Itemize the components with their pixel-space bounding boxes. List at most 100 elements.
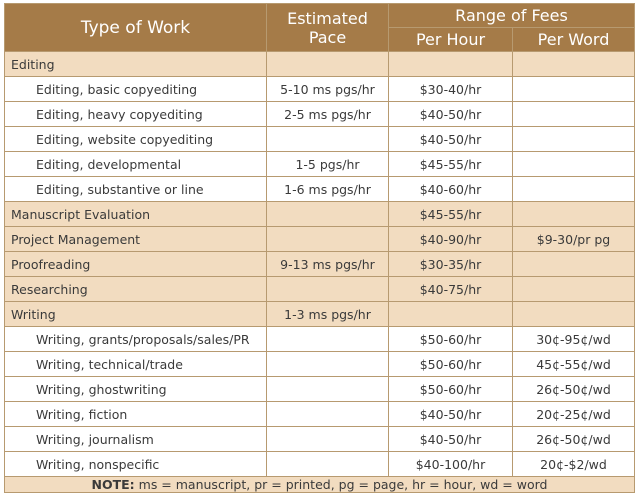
type-of-work-cell: Editing: [4, 51, 267, 77]
table-row: Writing, technical/trade $50-60/hr 45¢-55¢…: [4, 351, 635, 377]
type-of-work-cell: Researching: [4, 276, 267, 302]
per-word-cell: 26¢-50¢/wd: [512, 376, 635, 402]
per-word-cell: 26¢-50¢/wd: [512, 426, 635, 452]
per-word-cell: [512, 76, 635, 102]
type-of-work-cell: Writing, ghostwriting: [4, 376, 267, 402]
table-row: Writing, fiction $40-50/hr 20¢-25¢/wd: [4, 401, 635, 427]
type-of-work-cell: Editing, developmental: [4, 151, 267, 177]
table-footer: NOTE: ms = manuscript, pr = printed, pg …: [4, 476, 635, 493]
range-of-fees-header: Range of Fees: [388, 3, 635, 28]
per-hour-cell: $40-100/hr: [388, 451, 513, 477]
per-hour-cell: $40-50/hr: [388, 126, 513, 152]
type-of-work-cell: Editing, basic copyediting: [4, 76, 267, 102]
note-cell: NOTE: ms = manuscript, pr = printed, pg …: [4, 476, 635, 493]
table-row: Writing, ghostwriting $50-60/hr 26¢-50¢/wd: [4, 376, 635, 402]
type-of-work-cell: Writing, nonspecific: [4, 451, 267, 477]
per-word-header: Per Word: [512, 27, 635, 52]
type-of-work-cell: Writing, fiction: [4, 401, 267, 427]
estimated-pace-cell: 5-10 ms pgs/hr: [266, 76, 389, 102]
type-of-work-cell: Project Management: [4, 226, 267, 252]
per-hour-cell: $40-50/hr: [388, 401, 513, 427]
estimated-pace-cell: [266, 426, 389, 452]
per-hour-cell: $50-60/hr: [388, 351, 513, 377]
per-word-cell: [512, 176, 635, 202]
per-hour-cell: [388, 301, 513, 327]
per-hour-cell: $45-55/hr: [388, 201, 513, 227]
per-word-cell: [512, 276, 635, 302]
table-row: Editing, developmental 1-5 pgs/hr $45-55/h…: [4, 151, 635, 177]
per-word-cell: [512, 201, 635, 227]
estimated-pace-cell: [266, 351, 389, 377]
category-row: Editing: [4, 51, 635, 77]
estimated-pace-cell: [266, 451, 389, 477]
per-word-cell: [512, 101, 635, 127]
estimated-pace-header: Estimated Pace: [266, 3, 389, 52]
estimated-pace-cell: 9-13 ms pgs/hr: [266, 251, 389, 277]
type-of-work-cell: Editing, heavy copyediting: [4, 101, 267, 127]
per-word-cell: [512, 51, 635, 77]
category-row: Proofreading 9-13 ms pgs/hr $30-35/hr: [4, 251, 635, 277]
type-of-work-header: Type of Work: [4, 3, 267, 52]
table-row: Writing, grants/proposals/sales/PR $50-60…: [4, 326, 635, 352]
per-hour-cell: $40-75/hr: [388, 276, 513, 302]
per-hour-cell: $50-60/hr: [388, 326, 513, 352]
per-hour-cell: $45-55/hr: [388, 151, 513, 177]
estimated-pace-cell: [266, 226, 389, 252]
type-of-work-cell: Editing, website copyediting: [4, 126, 267, 152]
per-hour-cell: $30-40/hr: [388, 76, 513, 102]
type-of-work-cell: Writing, grants/proposals/sales/PR: [4, 326, 267, 352]
estimated-pace-cell: 1-6 ms pgs/hr: [266, 176, 389, 202]
estimated-pace-header-line1: Estimated: [287, 8, 368, 28]
per-hour-cell: $40-50/hr: [388, 426, 513, 452]
per-hour-cell: $30-35/hr: [388, 251, 513, 277]
table-row: Writing, journalism $40-50/hr 26¢-50¢/wd: [4, 426, 635, 452]
per-word-cell: 45¢-55¢/wd: [512, 351, 635, 377]
per-word-cell: 20¢-25¢/wd: [512, 401, 635, 427]
fees-table: Type of Work Estimated Pace Range of Fee…: [4, 3, 635, 493]
estimated-pace-cell: 1-5 pgs/hr: [266, 151, 389, 177]
table-row: Editing, website copyediting $40-50/hr: [4, 126, 635, 152]
table-row: Editing, basic copyediting 5-10 ms pgs/hr…: [4, 76, 635, 102]
estimated-pace-cell: [266, 276, 389, 302]
estimated-pace-cell: [266, 126, 389, 152]
per-hour-header: Per Hour: [388, 27, 513, 52]
type-of-work-cell: Editing, substantive or line: [4, 176, 267, 202]
per-word-cell: 20¢-$2/wd: [512, 451, 635, 477]
estimated-pace-cell: [266, 201, 389, 227]
table-body: Editing Editing, basic copyediting 5-10 ms…: [4, 51, 635, 477]
estimated-pace-header-line2: Pace: [308, 27, 347, 47]
type-of-work-cell: Manuscript Evaluation: [4, 201, 267, 227]
category-row: Researching $40-75/hr: [4, 276, 635, 302]
estimated-pace-cell: [266, 376, 389, 402]
note-label: NOTE:: [91, 477, 135, 492]
per-word-cell: [512, 301, 635, 327]
estimated-pace-cell: 1-3 ms pgs/hr: [266, 301, 389, 327]
per-word-cell: [512, 126, 635, 152]
per-word-cell: 30¢-95¢/wd: [512, 326, 635, 352]
table-row: Editing, heavy copyediting 2-5 ms pgs/hr $…: [4, 101, 635, 127]
per-hour-cell: $40-50/hr: [388, 101, 513, 127]
estimated-pace-cell: 2-5 ms pgs/hr: [266, 101, 389, 127]
table-row: Writing, nonspecific $40-100/hr 20¢-$2/wd: [4, 451, 635, 477]
per-hour-cell: $40-60/hr: [388, 176, 513, 202]
per-word-cell: $9-30/pr pg: [512, 226, 635, 252]
note-text: ms = manuscript, pr = printed, pg = page…: [134, 477, 548, 492]
table-row: Editing, substantive or line 1-6 ms pgs/h…: [4, 176, 635, 202]
type-of-work-cell: Writing, technical/trade: [4, 351, 267, 377]
table-header: Type of Work Estimated Pace Range of Fee…: [4, 3, 635, 52]
type-of-work-cell: Proofreading: [4, 251, 267, 277]
estimated-pace-cell: [266, 401, 389, 427]
per-word-cell: [512, 151, 635, 177]
per-hour-cell: $50-60/hr: [388, 376, 513, 402]
category-row: Project Management $40-90/hr $9-30/pr pg: [4, 226, 635, 252]
estimated-pace-cell: [266, 51, 389, 77]
category-row: Manuscript Evaluation $45-55/hr: [4, 201, 635, 227]
estimated-pace-cell: [266, 326, 389, 352]
category-row: Writing 1-3 ms pgs/hr: [4, 301, 635, 327]
per-hour-cell: [388, 51, 513, 77]
note-row: NOTE: ms = manuscript, pr = printed, pg …: [4, 476, 635, 493]
type-of-work-cell: Writing, journalism: [4, 426, 267, 452]
type-of-work-cell: Writing: [4, 301, 267, 327]
per-word-cell: [512, 251, 635, 277]
per-hour-cell: $40-90/hr: [388, 226, 513, 252]
